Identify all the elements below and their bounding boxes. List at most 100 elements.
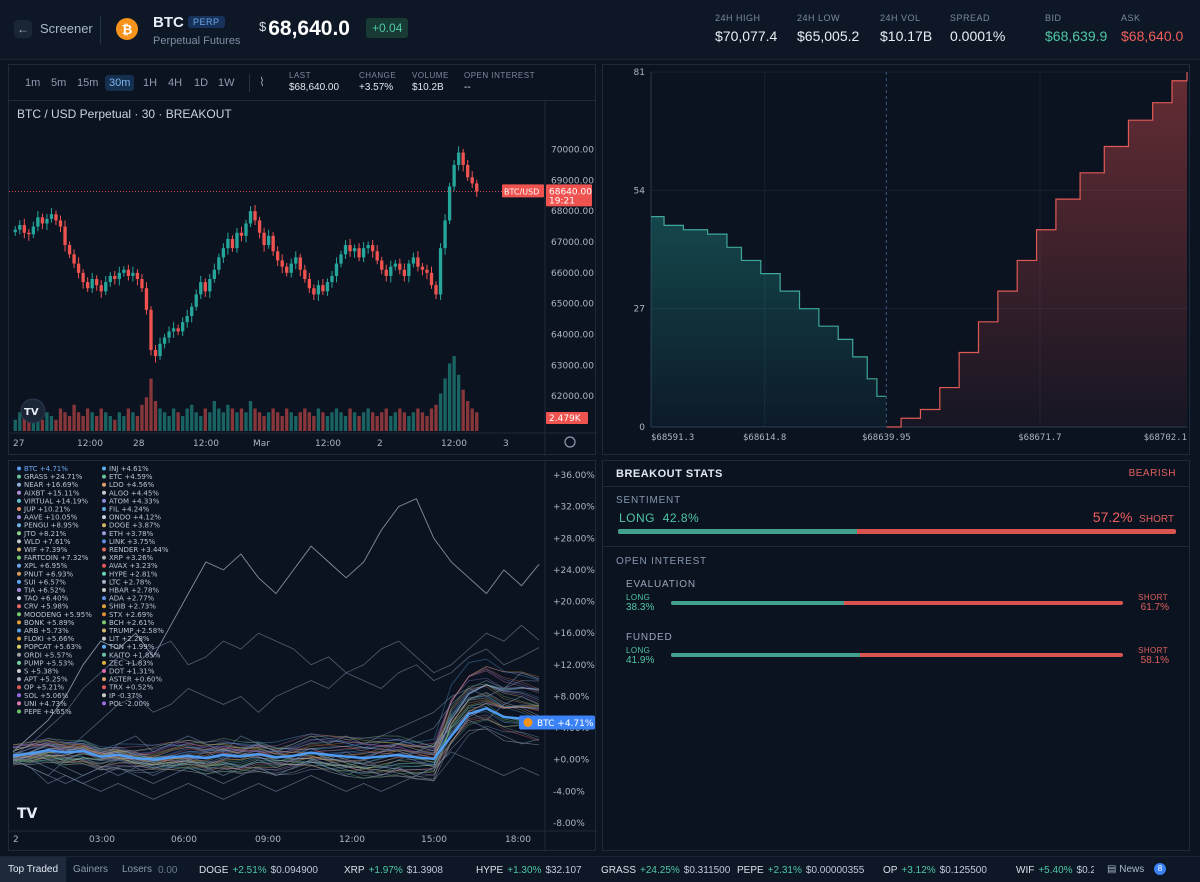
legend-entry: TRX +0.52% bbox=[108, 684, 154, 692]
last-price-tag bbox=[546, 184, 592, 207]
stat-value: -- bbox=[464, 82, 471, 93]
volume-bar bbox=[276, 412, 280, 431]
legend-entry: UNI +4.73% bbox=[24, 700, 67, 708]
legend-swatch bbox=[102, 490, 106, 495]
timeframe-1d[interactable]: 1D bbox=[194, 77, 209, 89]
depth-x-tick: $68639.95 bbox=[862, 433, 911, 443]
timeframe-1w[interactable]: 1W bbox=[218, 77, 235, 89]
legend-entry: LDO +4.56% bbox=[109, 481, 154, 489]
price-tick-label: 69000.00 bbox=[551, 176, 594, 186]
timeframe-30m[interactable]: 30m bbox=[105, 75, 135, 91]
asset-line bbox=[12, 684, 540, 763]
ticker-item[interactable]: HYPE +1.30% $32.107 bbox=[476, 865, 582, 876]
stat-label: VOLUME bbox=[412, 71, 449, 80]
news-button[interactable]: ▤ News bbox=[1107, 864, 1144, 875]
candle-body bbox=[122, 269, 126, 273]
ticker-item[interactable]: GRASS +24.25% $0.311500 bbox=[601, 865, 730, 876]
legend-swatch bbox=[102, 507, 106, 511]
candle-body bbox=[407, 263, 411, 276]
ticker-item[interactable]: DOGE +2.51% $0.094900 bbox=[199, 865, 318, 876]
ticker-change: +5.40% bbox=[1038, 865, 1073, 876]
candle-body bbox=[45, 218, 49, 224]
ticker-price: $0.125500 bbox=[939, 865, 987, 876]
candle-body bbox=[126, 269, 131, 276]
symbol-name[interactable]: BTC bbox=[153, 14, 184, 31]
volume-bar bbox=[122, 416, 126, 431]
legend-swatch bbox=[17, 701, 21, 706]
volume-bar bbox=[167, 416, 171, 431]
volume-bar bbox=[239, 408, 244, 431]
back-arrow-icon[interactable]: ← bbox=[14, 20, 32, 38]
volume-bar bbox=[402, 412, 407, 431]
tab-top-traded[interactable]: Top Traded bbox=[0, 857, 67, 882]
candle-body bbox=[140, 279, 144, 289]
legend-entry: DOT +1.31% bbox=[109, 668, 155, 676]
candle-body bbox=[158, 343, 162, 357]
sentiment-short: 57.2% SHORT bbox=[1093, 509, 1174, 525]
legend-entry: WLD +7.61% bbox=[24, 538, 71, 546]
candle-body bbox=[393, 263, 397, 267]
candle-body bbox=[276, 251, 280, 261]
legend-swatch bbox=[102, 669, 106, 673]
timeframe-1h[interactable]: 1H bbox=[143, 77, 158, 89]
legend-entry: LIT +2.28% bbox=[109, 635, 150, 643]
candle-body bbox=[27, 232, 31, 235]
percent-tick-label: +12.00% bbox=[553, 661, 595, 671]
depth-chart[interactable]: 81 54 27 0 $68591.3 $68614.8 $68639.95 $68671.7… bbox=[603, 65, 1191, 456]
stat-label: 24H HIGH bbox=[715, 13, 761, 23]
legend-entry: JUP +10.21% bbox=[23, 506, 71, 514]
candle-body bbox=[411, 257, 416, 264]
asset-line bbox=[12, 701, 540, 759]
volume-bar bbox=[144, 397, 149, 431]
ticker-item[interactable]: OP +3.12% $0.125500 bbox=[883, 865, 987, 876]
back-to-screener-link[interactable]: Screener bbox=[40, 21, 93, 36]
price-tick-label: 68000.00 bbox=[551, 207, 594, 217]
volume-bar bbox=[104, 412, 108, 431]
candle-body bbox=[402, 269, 407, 276]
legend-swatch bbox=[17, 523, 21, 528]
legend-swatch bbox=[102, 636, 106, 641]
timeframe-4h[interactable]: 4H bbox=[168, 77, 183, 89]
candle-body bbox=[294, 257, 298, 264]
legend-entry: ARB +5.73% bbox=[24, 627, 69, 635]
timeframe-15m[interactable]: 15m bbox=[77, 77, 99, 89]
stat-value: $68,640.0 bbox=[1121, 28, 1184, 44]
indicators-icon[interactable]: ⌇ bbox=[259, 75, 265, 89]
candle-body bbox=[208, 279, 212, 292]
tab-gainers[interactable]: Gainers bbox=[73, 864, 109, 875]
candle-body bbox=[167, 331, 171, 338]
stat-label: 24H LOW bbox=[797, 13, 841, 23]
ticker-item[interactable]: PEPE +2.31% $0.00000355 bbox=[737, 865, 864, 876]
candle-body bbox=[262, 232, 266, 246]
eval-short-label: SHORT bbox=[1138, 593, 1168, 602]
tradingview-logo-mark: TV bbox=[17, 806, 38, 822]
candle-body bbox=[149, 309, 153, 350]
legend-entry: WIF +7.39% bbox=[24, 546, 68, 554]
depth-y-tick: 54 bbox=[634, 186, 646, 196]
legend-entry: ASTER +0.60% bbox=[109, 676, 162, 684]
candlestick-chart[interactable]: 70000.00 69000.00 68000.00 67000.00 66000.00… bbox=[9, 101, 597, 456]
legend-swatch bbox=[102, 660, 106, 665]
legend-entry: VIRTUAL +14.19% bbox=[24, 497, 88, 505]
legend-entry: TAO +6.40% bbox=[23, 595, 69, 603]
candle-body bbox=[185, 316, 189, 323]
candle-body bbox=[271, 235, 275, 252]
ticker-item[interactable]: XRP +1.97% $1.3908 bbox=[344, 865, 443, 876]
bid-line bbox=[651, 216, 887, 397]
volume-tag bbox=[546, 412, 588, 424]
timeframe-1m[interactable]: 1m bbox=[25, 77, 41, 89]
timeframe-5m[interactable]: 5m bbox=[51, 77, 67, 89]
volume-bar bbox=[149, 378, 153, 431]
legend-swatch bbox=[102, 685, 106, 690]
tab-losers[interactable]: Losers bbox=[122, 864, 153, 875]
news-icon: ▤ bbox=[1107, 864, 1117, 875]
eval-long-label: LONG bbox=[626, 593, 651, 602]
candle-body bbox=[226, 238, 230, 249]
divider bbox=[100, 16, 101, 44]
ticker-item[interactable]: WIF +5.40% $0.2 bbox=[1016, 865, 1096, 876]
ticker-change: +24.25% bbox=[640, 865, 680, 876]
volume-bar bbox=[244, 412, 248, 431]
candle-body bbox=[461, 152, 465, 165]
multi-asset-chart[interactable]: +36.00% +32.00% +28.00% +24.00% +20.00% +16.0… bbox=[9, 461, 597, 852]
legend-entry: CRV +5.98% bbox=[24, 603, 69, 611]
